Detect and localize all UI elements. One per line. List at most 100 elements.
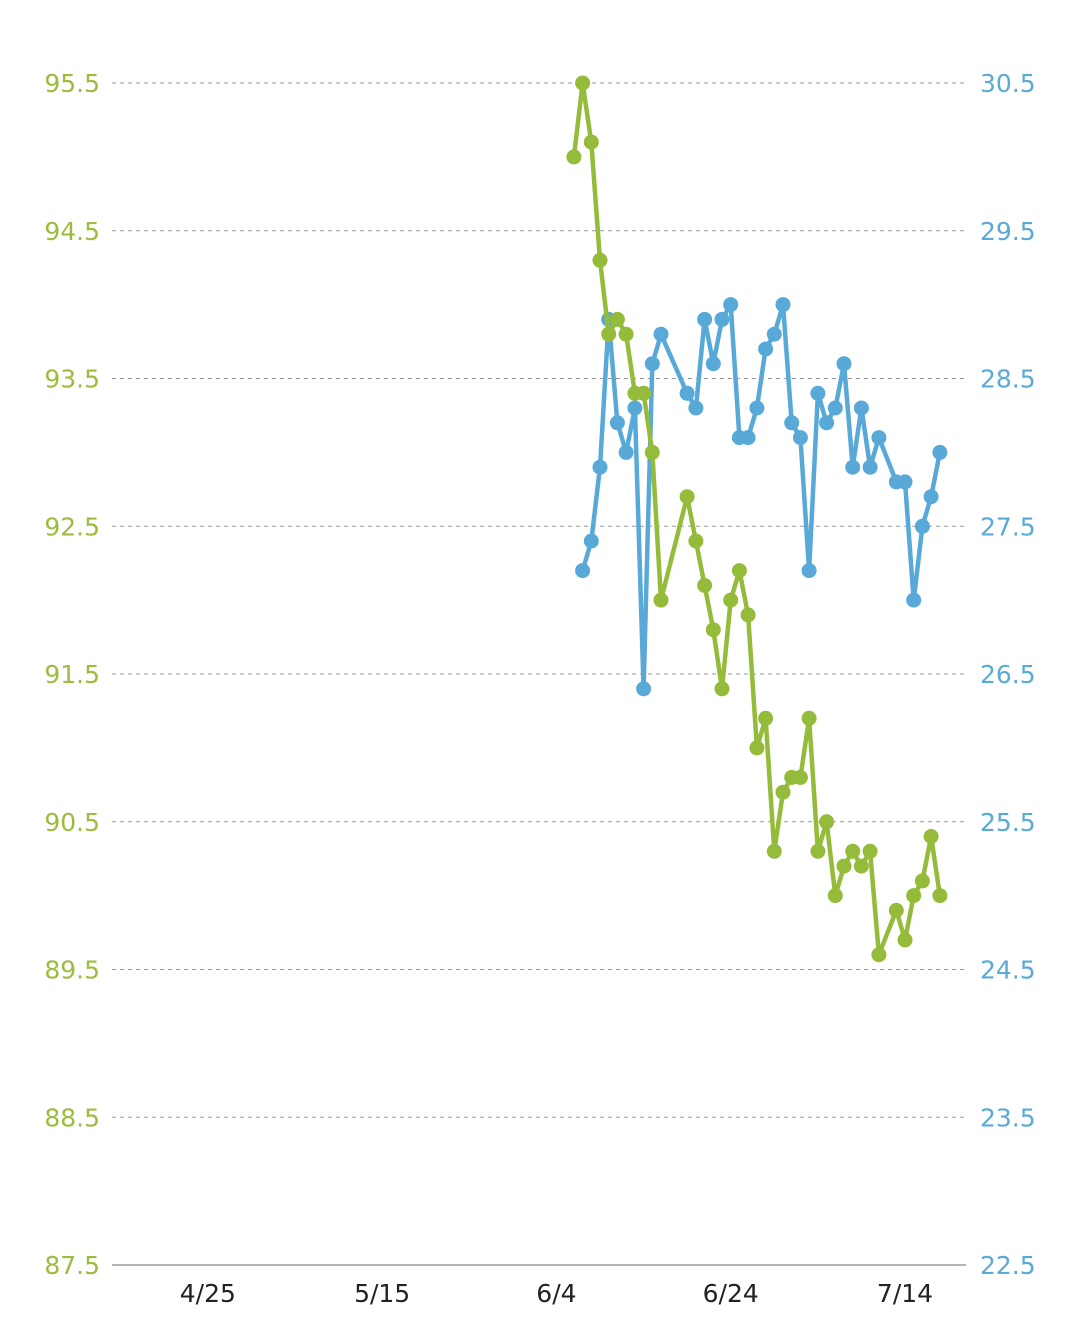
data-point[interactable] [749, 400, 765, 416]
data-point[interactable] [932, 444, 948, 460]
left-y-tick-label: 90.5 [44, 808, 100, 837]
data-point[interactable] [723, 297, 739, 313]
data-point[interactable] [923, 489, 939, 505]
data-point[interactable] [679, 489, 695, 505]
data-point[interactable] [845, 843, 861, 859]
data-point[interactable] [575, 75, 591, 91]
data-point[interactable] [688, 533, 704, 549]
data-point[interactable] [636, 385, 652, 401]
data-point[interactable] [583, 533, 599, 549]
data-point[interactable] [688, 400, 704, 416]
data-point[interactable] [627, 400, 643, 416]
data-point[interactable] [636, 681, 652, 697]
data-point[interactable] [775, 297, 791, 313]
data-point[interactable] [766, 843, 782, 859]
data-point[interactable] [862, 459, 878, 475]
data-point[interactable] [575, 563, 591, 579]
right-y-tick-label: 25.5 [980, 808, 1036, 837]
data-point[interactable] [592, 459, 608, 475]
data-point[interactable] [644, 356, 660, 372]
data-point[interactable] [871, 947, 887, 963]
data-point[interactable] [697, 311, 713, 327]
right-y-tick-label: 22.5 [980, 1251, 1036, 1280]
data-point[interactable] [914, 873, 930, 889]
data-point[interactable] [914, 518, 930, 534]
right-y-tick-label: 24.5 [980, 956, 1036, 985]
data-point[interactable] [827, 400, 843, 416]
left-y-tick-label: 93.5 [44, 365, 100, 394]
left-y-tick-label: 91.5 [44, 660, 100, 689]
data-point[interactable] [618, 444, 634, 460]
x-tick-label: 5/15 [354, 1279, 410, 1308]
data-point[interactable] [836, 356, 852, 372]
data-point[interactable] [810, 843, 826, 859]
data-point[interactable] [810, 385, 826, 401]
data-point[interactable] [871, 430, 887, 446]
data-point[interactable] [897, 932, 913, 948]
data-point[interactable] [601, 326, 617, 342]
data-point[interactable] [566, 149, 582, 165]
series-lines [566, 75, 948, 963]
data-point[interactable] [932, 888, 948, 904]
data-point[interactable] [766, 326, 782, 342]
x-tick-label: 4/25 [180, 1279, 236, 1308]
data-point[interactable] [609, 311, 625, 327]
data-point[interactable] [731, 563, 747, 579]
data-point[interactable] [723, 592, 739, 608]
data-point[interactable] [740, 607, 756, 623]
data-point[interactable] [906, 592, 922, 608]
data-point[interactable] [679, 385, 695, 401]
data-point[interactable] [644, 444, 660, 460]
data-point[interactable] [705, 356, 721, 372]
left-y-axis: 95.5 94.5 93.5 92.5 91.5 90.5 89.5 88.5 87.5 [44, 69, 100, 1280]
left-y-tick-label: 88.5 [44, 1103, 100, 1132]
data-point[interactable] [923, 829, 939, 844]
data-point[interactable] [853, 858, 869, 874]
data-point[interactable] [758, 710, 774, 726]
left-axis-series [566, 75, 948, 963]
right-y-axis: 30.5 29.5 28.5 27.5 26.5 25.5 24.5 23.5 22.5 [980, 69, 1036, 1280]
series-line [571, 80, 943, 957]
left-y-tick-label: 89.5 [44, 956, 100, 985]
data-point[interactable] [827, 888, 843, 904]
data-point[interactable] [801, 563, 817, 579]
data-point[interactable] [592, 252, 608, 268]
data-point[interactable] [897, 474, 913, 490]
right-y-tick-label: 30.5 [980, 69, 1036, 98]
x-axis: 4/25 5/15 6/4 6/24 7/14 [180, 1279, 933, 1308]
data-point[interactable] [749, 740, 765, 756]
right-y-tick-label: 23.5 [980, 1103, 1036, 1132]
gridlines [112, 82, 966, 1266]
x-tick-label: 6/4 [536, 1279, 576, 1308]
data-point[interactable] [862, 843, 878, 859]
data-point[interactable] [784, 415, 800, 431]
data-point[interactable] [836, 858, 852, 874]
x-tick-label: 6/24 [703, 1279, 759, 1308]
data-point[interactable] [819, 415, 835, 431]
data-point[interactable] [845, 459, 861, 475]
data-point[interactable] [653, 326, 669, 342]
data-point[interactable] [697, 577, 713, 593]
right-y-tick-label: 26.5 [980, 660, 1036, 689]
data-point[interactable] [853, 400, 869, 416]
data-point[interactable] [609, 415, 625, 431]
data-point[interactable] [801, 710, 817, 726]
data-point[interactable] [714, 681, 730, 697]
right-y-tick-label: 27.5 [980, 512, 1036, 541]
data-point[interactable] [740, 430, 756, 446]
data-point[interactable] [705, 622, 721, 638]
data-point[interactable] [583, 134, 599, 150]
data-point[interactable] [888, 902, 904, 918]
data-point[interactable] [775, 784, 791, 800]
data-point[interactable] [714, 311, 730, 327]
data-point[interactable] [653, 592, 669, 608]
data-point[interactable] [792, 769, 808, 785]
left-y-tick-label: 87.5 [44, 1251, 100, 1280]
left-y-tick-label: 94.5 [44, 217, 100, 246]
data-point[interactable] [906, 888, 922, 904]
data-point[interactable] [618, 326, 634, 342]
data-point[interactable] [792, 430, 808, 446]
data-point[interactable] [819, 814, 835, 830]
data-point[interactable] [758, 341, 774, 357]
